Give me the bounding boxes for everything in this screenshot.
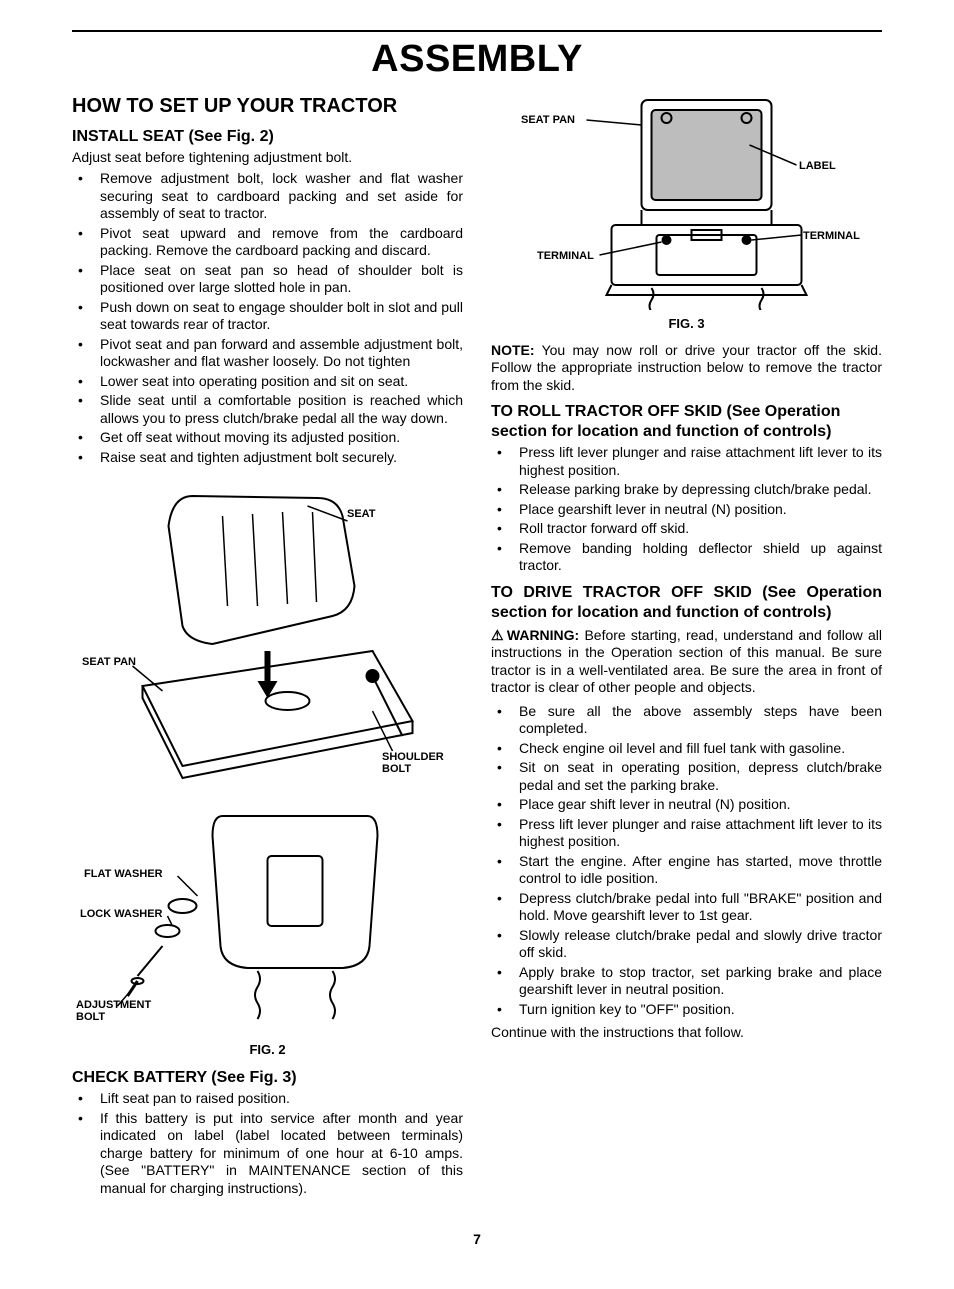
list-item: Place gearshift lever in neutral (N) pos… [491,501,882,519]
roll-list: Press lift lever plunger and raise attac… [491,444,882,575]
list-item: Turn ignition key to "OFF" position. [491,1001,882,1019]
list-item: Pivot seat upward and remove from the ca… [72,225,463,260]
list-item: Depress clutch/brake pedal into full "BR… [491,890,882,925]
callout-adjustment-bolt: ADJUSTMENT BOLT [76,999,151,1023]
top-rule [72,30,882,32]
left-column: HOW TO SET UP YOUR TRACTOR INSTALL SEAT … [72,90,463,1204]
list-item: Roll tractor forward off skid. [491,520,882,538]
list-item: Sit on seat in operating position, depre… [491,759,882,794]
drive-list: Be sure all the above assembly steps hav… [491,703,882,1019]
list-item: Lift seat pan to raised position. [72,1090,463,1108]
install-seat-list: Remove adjustment bolt, lock washer and … [72,170,463,466]
list-item: Get off seat without moving its adjusted… [72,429,463,447]
list-item: Push down on seat to engage shoulder bol… [72,299,463,334]
callout-shoulder-bolt: SHOULDER BOLT [382,751,444,775]
callout-seat-pan: SEAT PAN [82,656,136,668]
list-item: Start the engine. After engine has start… [491,853,882,888]
warning-icon: ⚠ [491,627,505,643]
list-item: If this battery is put into service afte… [72,1110,463,1198]
figure-3-caption: FIG. 3 [491,316,882,332]
callout-seat-pan-3: SEAT PAN [521,114,575,126]
install-seat-heading: INSTALL SEAT (See Fig. 2) [72,127,463,147]
note-label: NOTE: [491,342,535,358]
list-item: Pivot seat and pan forward and assemble … [72,336,463,371]
list-item: Press lift lever plunger and raise attac… [491,816,882,851]
list-item: Slowly release clutch/brake pedal and sl… [491,927,882,962]
install-seat-lead: Adjust seat before tightening adjustment… [72,149,463,167]
figure-3: SEAT PAN LABEL TERMINAL TERMINAL [491,90,882,310]
list-item: Remove banding holding deflector shield … [491,540,882,575]
list-item: Check engine oil level and fill fuel tan… [491,740,882,758]
continue-text: Continue with the instructions that foll… [491,1024,882,1042]
list-item: Place gear shift lever in neutral (N) po… [491,796,882,814]
warning-paragraph: ⚠WARNING: Before starting, read, underst… [491,627,882,697]
list-item: Be sure all the above assembly steps hav… [491,703,882,738]
list-item: Slide seat until a comfortable position … [72,392,463,427]
list-item: Release parking brake by depressing clut… [491,481,882,499]
callout-lock-washer: LOCK WASHER [80,908,163,920]
figure-2-caption: FIG. 2 [72,1042,463,1058]
list-item: Lower seat into operating position and s… [72,373,463,391]
page-number: 7 [72,1231,882,1249]
drive-heading: TO DRIVE TRACTOR OFF SKID (See Operation… [491,583,882,623]
callout-flat-washer: FLAT WASHER [84,868,163,880]
callout-terminal-right: TERMINAL [803,230,860,242]
list-item: Place seat on seat pan so head of should… [72,262,463,297]
warning-label: WARNING: [507,627,579,643]
page-title: ASSEMBLY [72,36,882,84]
list-item: Apply brake to stop tractor, set parking… [491,964,882,999]
note-paragraph: NOTE: You may now roll or drive your tra… [491,342,882,395]
note-text: You may now roll or drive your tractor o… [491,342,882,393]
callout-terminal-left: TERMINAL [537,250,594,262]
figure-2: SEAT SEAT PAN SHOULDER BOLT FLAT WASHER … [72,476,463,1036]
callout-seat: SEAT [347,508,376,520]
callout-label: LABEL [799,160,836,172]
list-item: Remove adjustment bolt, lock washer and … [72,170,463,223]
roll-heading: TO ROLL TRACTOR OFF SKID (See Operation … [491,402,882,442]
two-column-layout: HOW TO SET UP YOUR TRACTOR INSTALL SEAT … [72,90,882,1204]
how-to-heading: HOW TO SET UP YOUR TRACTOR [72,94,463,119]
list-item: Press lift lever plunger and raise attac… [491,444,882,479]
check-battery-list: Lift seat pan to raised position. If thi… [72,1090,463,1197]
check-battery-heading: CHECK BATTERY (See Fig. 3) [72,1068,463,1088]
list-item: Raise seat and tighten adjustment bolt s… [72,449,463,467]
right-column: SEAT PAN LABEL TERMINAL TERMINAL FIG. 3 … [491,90,882,1204]
